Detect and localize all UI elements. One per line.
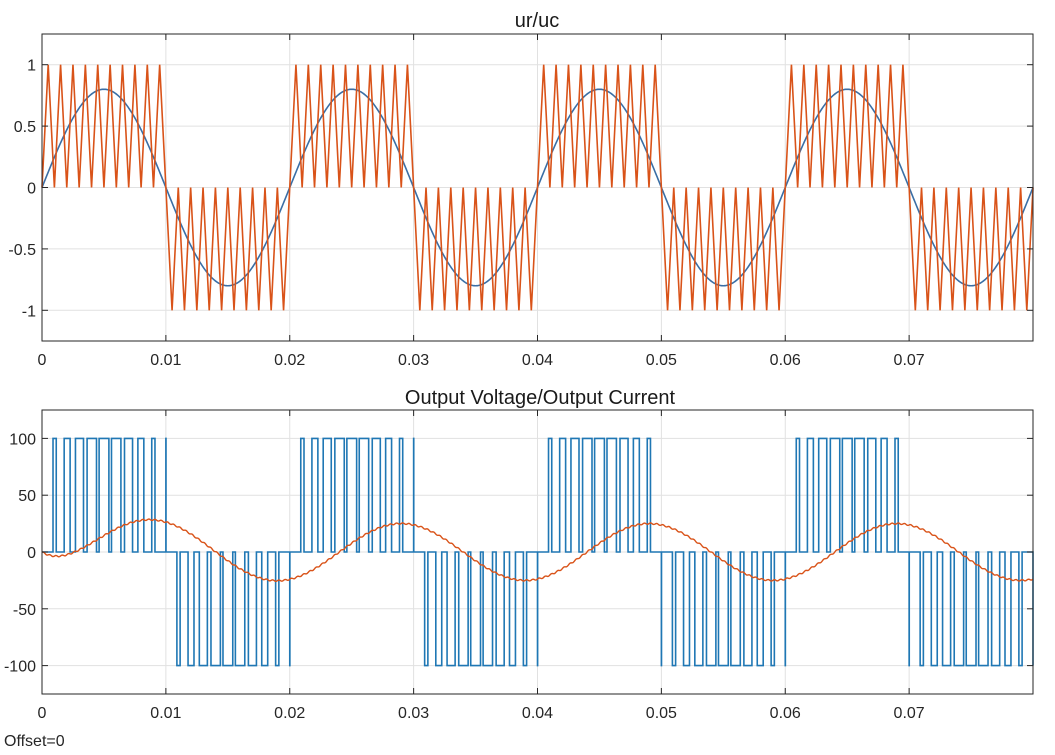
chart-title: ur/uc [515,10,559,32]
y-tick-label: 0 [27,181,36,198]
x-tick-label: 0.03 [398,352,429,369]
x-tick-label: 0.07 [894,705,925,722]
chart-output-voltage-current: Output Voltage/Output Current 0 0.01 0.02 0… [4,387,1034,722]
output-voltage-line [42,437,1034,667]
x-tick-label: 0.05 [646,352,677,369]
x-axis: 0 0.01 0.02 0.03 0.04 0.05 0.06 0.07 [38,34,925,369]
carrier-triangle-line [41,64,1034,311]
y-tick-label: -50 [13,602,36,619]
x-tick-label: 0.03 [398,705,429,722]
x-tick-label: 0.04 [522,352,553,369]
y-tick-label: -100 [4,659,36,676]
series-group [41,64,1034,311]
y-tick-label: -0.5 [8,242,36,259]
x-tick-label: 0.06 [770,705,801,722]
y-tick-label: 0.5 [14,119,36,136]
chart-ur-uc: ur/uc 0 0.01 0.02 0.03 0.04 0.05 0.06 0.07 1 0.5… [8,10,1034,369]
x-tick-label: 0.01 [150,352,181,369]
y-tick-label: -1 [22,303,36,320]
y-axis: 100 50 0 -50 -100 [4,431,1033,676]
y-tick-label: 100 [9,431,36,448]
x-tick-label: 0.05 [646,705,677,722]
x-tick-label: 0.07 [894,352,925,369]
y-tick-label: 0 [27,545,36,562]
x-tick-label: 0.06 [770,352,801,369]
offset-label: Offset=0 [4,733,65,750]
x-tick-label: 0.02 [274,705,305,722]
x-tick-label: 0.02 [274,352,305,369]
series-group [41,437,1034,667]
y-tick-label: 1 [27,58,36,75]
y-axis: 1 0.5 0 -0.5 -1 [8,58,1033,320]
x-tick-label: 0.04 [522,705,553,722]
chart-title: Output Voltage/Output Current [405,387,676,409]
x-tick-label: 0.01 [150,705,181,722]
output-current-line [41,518,1034,583]
x-axis: 0 0.01 0.02 0.03 0.04 0.05 0.06 0.07 [38,410,925,722]
x-tick-label: 0 [38,352,47,369]
x-tick-label: 0 [38,705,47,722]
y-tick-label: 50 [18,488,36,505]
